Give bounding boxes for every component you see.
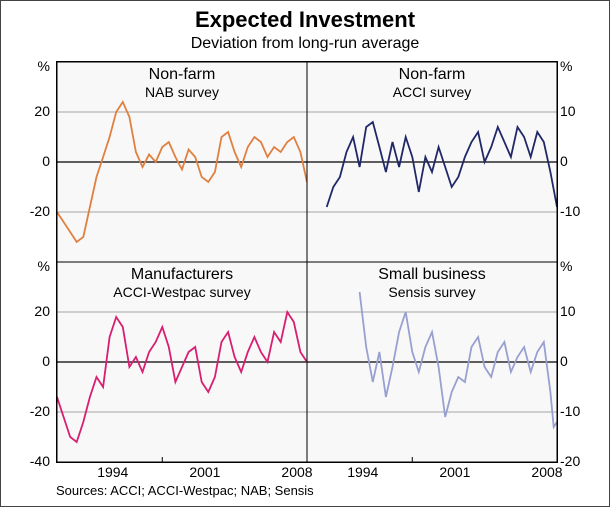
series-line bbox=[57, 312, 307, 442]
y-unit-label: % bbox=[560, 259, 572, 273]
panel-title-text: Non-farm bbox=[399, 66, 466, 83]
source-text: Sources: ACCI; ACCI-Westpac; NAB; Sensis bbox=[56, 483, 314, 498]
ytick-label: 0 bbox=[560, 354, 568, 368]
panel-title: Non-farmNAB survey bbox=[57, 66, 307, 103]
panel-survey-text: ACCI-Westpac survey bbox=[113, 284, 250, 300]
xtick-label: 1994 bbox=[97, 465, 128, 479]
figure-subtitle: Deviation from long-run average bbox=[1, 35, 609, 53]
plot-area: Non-farmNAB surveyNon-farmACCI surveyMan… bbox=[56, 61, 558, 463]
panel-nab: Non-farmNAB survey bbox=[57, 62, 307, 262]
ytick-label: 20 bbox=[34, 304, 50, 318]
figure-title: Expected Investment bbox=[1, 7, 609, 33]
series-line bbox=[327, 122, 557, 207]
panel-survey-text: Sensis survey bbox=[388, 284, 475, 300]
panel-title: ManufacturersACCI-Westpac survey bbox=[57, 266, 307, 303]
y-unit-label: % bbox=[560, 59, 572, 73]
xtick-label: 2001 bbox=[439, 465, 470, 479]
xtick-label: 1994 bbox=[347, 465, 378, 479]
panel-survey-text: ACCI survey bbox=[393, 84, 472, 100]
ytick-label: 10 bbox=[560, 304, 576, 318]
panel-survey-text: NAB survey bbox=[145, 84, 219, 100]
panel-title-text: Small business bbox=[378, 266, 486, 283]
figure: Expected Investment Deviation from long-… bbox=[0, 0, 610, 507]
panel-title-text: Manufacturers bbox=[131, 266, 233, 283]
xtick-label: 2008 bbox=[281, 465, 312, 479]
ytick-label: -40 bbox=[30, 454, 50, 468]
ytick-label: 0 bbox=[42, 154, 50, 168]
panel-westpac: ManufacturersACCI-Westpac survey bbox=[57, 262, 307, 462]
ytick-label: 0 bbox=[560, 154, 568, 168]
ytick-label: -20 bbox=[30, 404, 50, 418]
panel-sensis: Small businessSensis survey bbox=[307, 262, 557, 462]
xtick-label: 2001 bbox=[189, 465, 220, 479]
ytick-label: 0 bbox=[42, 354, 50, 368]
ytick-label: -10 bbox=[560, 204, 580, 218]
panel-title: Non-farmACCI survey bbox=[307, 66, 557, 103]
ytick-label: 20 bbox=[34, 104, 50, 118]
ytick-label: -10 bbox=[560, 404, 580, 418]
ytick-label: 10 bbox=[560, 104, 576, 118]
panel-acci: Non-farmACCI survey bbox=[307, 62, 557, 262]
panel-title-text: Non-farm bbox=[149, 66, 216, 83]
ytick-label: -20 bbox=[30, 204, 50, 218]
series-line bbox=[57, 102, 307, 242]
y-unit-label: % bbox=[38, 59, 50, 73]
ytick-label: -20 bbox=[560, 454, 580, 468]
y-unit-label: % bbox=[38, 259, 50, 273]
panel-title: Small businessSensis survey bbox=[307, 266, 557, 303]
xtick-label: 2008 bbox=[531, 465, 562, 479]
